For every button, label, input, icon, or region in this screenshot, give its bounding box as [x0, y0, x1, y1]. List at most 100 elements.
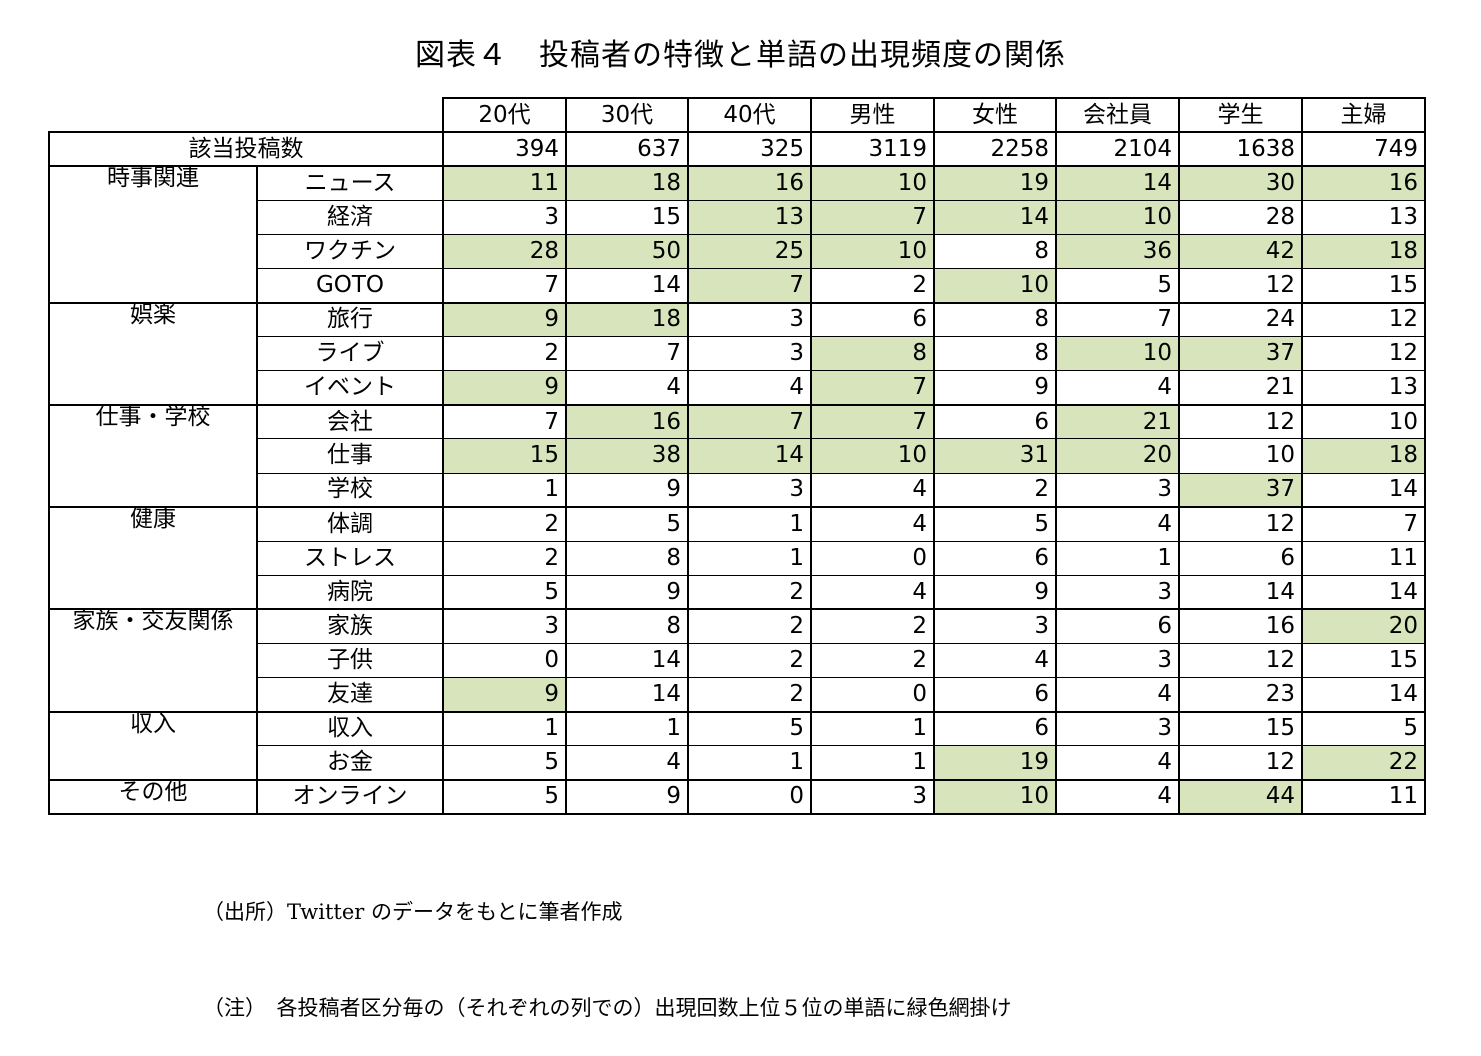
- value-cell: 3: [442, 608, 567, 645]
- value-cell-highlighted: 8: [810, 336, 935, 372]
- value-cell: 9: [565, 778, 689, 815]
- value-cell: 8: [565, 540, 689, 576]
- value-cell-highlighted: 42: [1178, 233, 1303, 269]
- value-cell-highlighted: 16: [687, 165, 812, 201]
- highlight-note: （注） 各投稿者区分毎の（それぞれの列での）出現回数上位５位の単語に緑色網掛け: [203, 996, 1012, 1020]
- value-cell: 12: [1301, 336, 1426, 372]
- value-cell: 2: [810, 267, 935, 304]
- value-cell: 1: [442, 472, 567, 509]
- value-cell: 12: [1178, 267, 1303, 304]
- value-cell: 5: [442, 745, 567, 781]
- value-cell: 23: [1178, 677, 1303, 713]
- value-cell: 1: [442, 710, 567, 747]
- table-row: 娯楽 旅行 9 18 3 6 8 7 24 12: [48, 301, 1426, 406]
- value-cell-highlighted: 7: [687, 267, 812, 304]
- value-cell: 10: [1301, 403, 1426, 440]
- word-label: ストレス: [256, 540, 444, 576]
- footnotes: （出所）Twitter のデータをもとに筆者作成 （注） 各投稿者区分毎の（それ…: [203, 832, 1012, 1056]
- value-cell: 3: [687, 336, 812, 372]
- word-label: ワクチン: [256, 233, 444, 269]
- value-cell: 4: [1055, 677, 1180, 713]
- value-cell-highlighted: 16: [1301, 165, 1426, 201]
- category-label: 収入: [48, 710, 258, 781]
- value-cell: 3: [933, 608, 1057, 645]
- column-header: 会社員: [1055, 96, 1180, 134]
- total-label: 該当投稿数: [48, 131, 444, 168]
- value-cell-highlighted: 36: [1055, 233, 1180, 269]
- value-cell-highlighted: 44: [1178, 778, 1303, 815]
- value-cell-highlighted: 50: [565, 233, 689, 269]
- value-cell: 28: [1178, 199, 1303, 235]
- value-cell: 16: [1178, 608, 1303, 645]
- value-cell-highlighted: 7: [687, 403, 812, 440]
- value-cell: 2: [442, 506, 567, 542]
- value-cell: 14: [1178, 574, 1303, 611]
- value-cell: 9: [565, 472, 689, 509]
- value-cell: 2: [933, 472, 1057, 509]
- value-cell-highlighted: 13: [687, 199, 812, 235]
- value-cell: 6: [933, 403, 1057, 440]
- value-cell-highlighted: 10: [810, 165, 935, 201]
- value-cell-highlighted: 9: [442, 370, 567, 406]
- column-header: 女性: [933, 96, 1057, 134]
- value-cell: 3: [810, 778, 935, 815]
- value-cell-highlighted: 7: [810, 199, 935, 235]
- table-row: 時事関連 ニュース 11 18 16 10 19 14 30 16: [48, 165, 1426, 304]
- value-cell: 4: [565, 745, 689, 781]
- value-cell: 14: [565, 267, 689, 304]
- value-cell-highlighted: 30: [1178, 165, 1303, 201]
- value-cell: 4: [810, 506, 935, 542]
- value-cell-highlighted: 10: [810, 233, 935, 269]
- value-cell: 1: [687, 506, 812, 542]
- value-cell: 13: [1301, 199, 1426, 235]
- category-label: その他: [48, 778, 258, 815]
- value-cell: 0: [810, 677, 935, 713]
- value-cell-highlighted: 14: [933, 199, 1057, 235]
- value-cell: 4: [1055, 778, 1180, 815]
- value-cell: 5: [1055, 267, 1180, 304]
- value-cell: 2: [687, 642, 812, 679]
- word-label: オンライン: [256, 778, 444, 815]
- value-cell-highlighted: 11: [442, 165, 567, 201]
- table-row: 経済 3 15 13 7 14 10 28 13: [49, 199, 1426, 235]
- word-label: 旅行: [256, 301, 444, 338]
- value-cell: 1: [1055, 540, 1180, 576]
- column-header: 学生: [1178, 96, 1303, 134]
- value-cell: 1: [810, 745, 935, 781]
- value-cell: 6: [933, 540, 1057, 576]
- value-cell: 2: [687, 677, 812, 713]
- value-cell: 6: [1055, 608, 1180, 645]
- value-cell-highlighted: 7: [810, 403, 935, 440]
- value-cell: 2: [687, 574, 812, 611]
- value-cell: 2: [810, 642, 935, 679]
- value-cell: 1: [810, 710, 935, 747]
- value-cell: 2: [687, 608, 812, 645]
- total-cell: 1638: [1178, 131, 1303, 168]
- word-label: 収入: [256, 710, 444, 747]
- column-header: 男性: [810, 96, 935, 134]
- value-cell-highlighted: 20: [1301, 608, 1426, 645]
- value-cell-highlighted: 28: [442, 233, 567, 269]
- category-label: 仕事・学校: [48, 403, 258, 509]
- word-label: 子供: [256, 642, 444, 679]
- value-cell: 5: [442, 778, 567, 815]
- value-cell-highlighted: 9: [442, 677, 567, 713]
- value-cell-highlighted: 38: [565, 438, 689, 474]
- value-cell: 15: [1301, 267, 1426, 304]
- value-cell: 15: [1178, 710, 1303, 747]
- header-spacer: [49, 98, 443, 132]
- value-cell: 6: [933, 710, 1057, 747]
- value-cell-highlighted: 10: [933, 267, 1057, 304]
- total-cell: 2258: [933, 131, 1057, 168]
- column-header-row: 20代 30代 40代 男性 女性 会社員 学生 主婦: [49, 96, 1426, 134]
- value-cell: 4: [1055, 745, 1180, 781]
- value-cell-highlighted: 37: [1178, 336, 1303, 372]
- table-row: その他 オンライン 5 9 0 3 10 4 44 11: [48, 778, 1426, 815]
- table-row: ライブ 2 7 3 8 8 10 37 12: [49, 336, 1426, 372]
- value-cell-highlighted: 37: [1178, 472, 1303, 509]
- word-label: お金: [256, 745, 444, 781]
- table-row: 友達 9 14 2 0 6 4 23 14: [49, 677, 1426, 713]
- total-cell: 2104: [1055, 131, 1180, 168]
- value-cell: 5: [1301, 710, 1426, 747]
- value-cell-highlighted: 9: [442, 301, 567, 338]
